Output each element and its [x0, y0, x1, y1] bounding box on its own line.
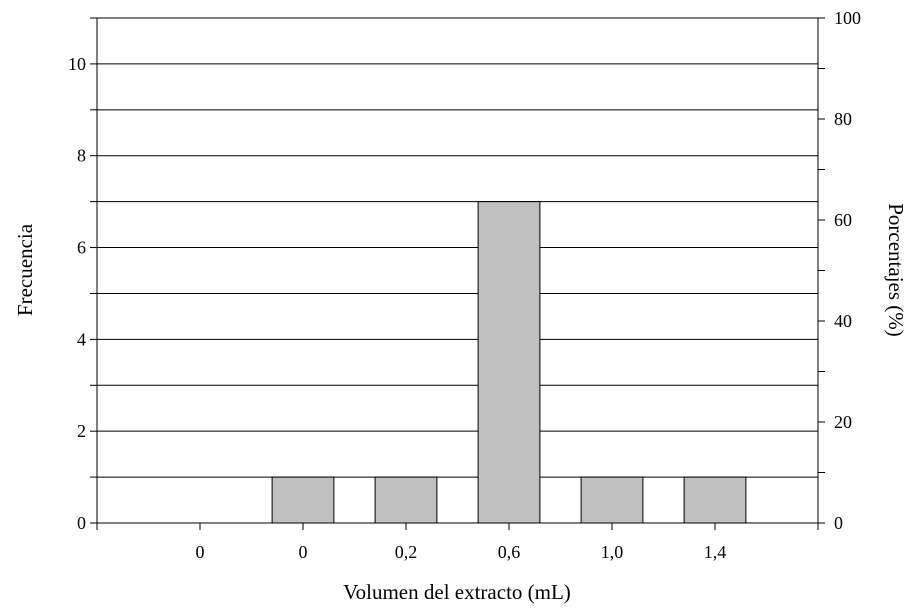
y2-tick-label: 0	[834, 513, 843, 533]
x-tick-label: 0	[299, 542, 308, 562]
y-axis-title: Frecuencia	[13, 223, 37, 316]
y2-tick-label: 60	[834, 210, 852, 230]
gridlines	[97, 17, 818, 478]
x-axis-title: Volumen del extracto (mL)	[343, 580, 571, 604]
y-tick-label: 2	[77, 421, 86, 441]
x-tick-label: 0	[196, 542, 205, 562]
y-tick-label: 8	[77, 146, 86, 166]
y2-tick-label: 20	[834, 412, 852, 432]
bar	[683, 476, 747, 524]
y2-axis-title: Porcentajes (%)	[884, 203, 908, 337]
x-tick-label: 1,0	[601, 542, 624, 562]
x-tick-label: 0,2	[395, 542, 418, 562]
axes	[90, 17, 825, 530]
y2-tick-label: 100	[834, 8, 861, 28]
bar	[374, 476, 438, 524]
bar	[271, 476, 335, 524]
y2-tick-label: 40	[834, 311, 852, 331]
bar	[477, 201, 541, 524]
y-tick-label: 6	[77, 238, 86, 258]
bars	[271, 201, 747, 524]
bar	[580, 476, 644, 524]
x-tick-label: 0,6	[498, 542, 521, 562]
y-tick-label: 0	[77, 513, 86, 533]
x-tick-label: 1,4	[704, 542, 727, 562]
y-tick-label: 4	[77, 329, 86, 349]
y2-tick-label: 80	[834, 109, 852, 129]
y-tick-label: 10	[68, 54, 86, 74]
